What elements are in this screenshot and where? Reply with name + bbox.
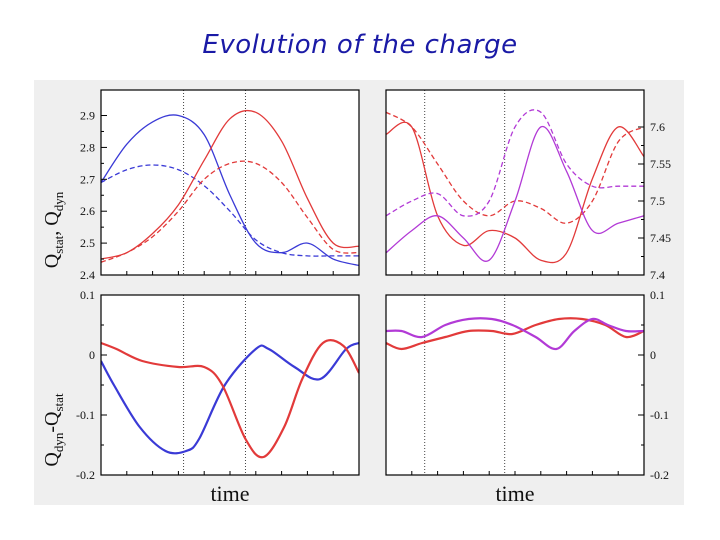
bottom-right-ytick-label-0: -0.2 — [650, 468, 669, 482]
top-right-series-2-purple-dashed — [386, 109, 644, 217]
bottom-left-ytick-label-1: -0.1 — [76, 408, 95, 422]
bottom-right-ytick-label-2: 0 — [650, 348, 656, 362]
top-left-plot-area — [101, 90, 359, 275]
top-right-ytick-label-1: 7.45 — [650, 231, 671, 245]
bottom-left-panel: -0.2 -0.1 0 0.1 time — [76, 288, 360, 505]
top-left-panel: 2.4 2.5 2.6 2.7 2.8 2.9 — [80, 89, 360, 282]
bottom-right-panel: -0.2 -0.1 0 0.1 time — [385, 288, 669, 505]
top-right-series-3-purple-solid — [386, 126, 644, 262]
top-right-panel: 7.4 7.45 7.5 7.55 7.6 — [385, 89, 671, 282]
bottom-left-ytick-label-2: 0 — [89, 348, 95, 362]
top-left-ytick-label-5: 2.9 — [80, 109, 95, 123]
bottom-left-ytick-label-3: 0.1 — [80, 288, 95, 302]
charge-evolution-figure: Qstat, Qdyn Qdyn-Qstat 2.42.52.62.72.82.… — [34, 80, 684, 505]
top-right-ytick-label-4: 7.6 — [650, 120, 665, 134]
bottom-right-ytick-label-3: 0.1 — [650, 288, 665, 302]
top-left-ylabel: Qstat, Qdyn — [41, 191, 66, 268]
bottom-left-ytick-label-0: -0.2 — [76, 468, 95, 482]
bottom-left-plot-area — [101, 295, 359, 475]
top-right-ytick-label-3: 7.55 — [650, 157, 671, 171]
top-left-series-0-blue-solid — [101, 114, 359, 267]
top-right-ytick-label-2: 7.5 — [650, 194, 665, 208]
bottom-right-ytick-label-1: -0.1 — [650, 408, 669, 422]
top-left-ytick-label-1: 2.5 — [80, 236, 95, 250]
top-right-series-1-red-solid — [386, 121, 644, 264]
bottom-left-ylabel: Qdyn-Qstat — [41, 393, 66, 467]
bottom-left-series-0-blue-solid — [101, 341, 359, 455]
top-left-ytick-label-2: 2.6 — [80, 204, 95, 218]
top-left-series-2-red-solid — [101, 109, 359, 260]
top-right-ytick-label-0: 7.4 — [650, 268, 665, 282]
top-left-ytick-label-4: 2.8 — [80, 140, 95, 154]
bottom-left-series-1-red-solid — [101, 339, 359, 459]
slide-title: Evolution of the charge — [202, 30, 518, 60]
top-right-plot-area — [386, 90, 644, 275]
bottom-left-xlabel: time — [210, 481, 249, 505]
top-left-series-1-blue-dashed — [101, 164, 359, 257]
top-left-ytick-label-0: 2.4 — [80, 268, 95, 282]
top-left-series-3-red-dashed — [101, 160, 359, 263]
bottom-right-xlabel: time — [495, 481, 534, 505]
top-left-ytick-label-3: 2.7 — [80, 172, 95, 186]
bottom-right-series-1-purple-solid — [386, 317, 644, 351]
